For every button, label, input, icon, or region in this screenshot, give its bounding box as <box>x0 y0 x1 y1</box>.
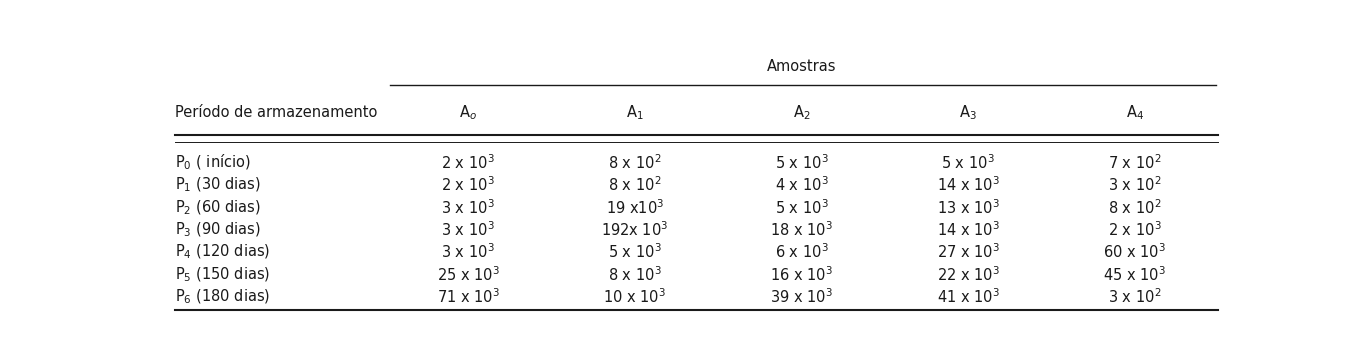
Text: 27 x 10$^3$: 27 x 10$^3$ <box>937 243 999 261</box>
Text: 3 x 10$^3$: 3 x 10$^3$ <box>442 243 495 261</box>
Text: P$_1$ (30 dias): P$_1$ (30 dias) <box>175 176 260 194</box>
Text: P$_4$ (120 dias): P$_4$ (120 dias) <box>175 243 270 261</box>
Text: P$_6$ (180 dias): P$_6$ (180 dias) <box>175 288 270 306</box>
Text: 22 x 10$^3$: 22 x 10$^3$ <box>937 265 999 284</box>
Text: 41 x 10$^3$: 41 x 10$^3$ <box>937 288 999 306</box>
Text: 16 x 10$^3$: 16 x 10$^3$ <box>770 265 833 284</box>
Text: 2 x 10$^3$: 2 x 10$^3$ <box>442 176 495 194</box>
Text: 8 x 10$^2$: 8 x 10$^2$ <box>1108 198 1162 217</box>
Text: A$_3$: A$_3$ <box>960 104 978 122</box>
Text: A$_2$: A$_2$ <box>793 104 811 122</box>
Text: 45 x 10$^3$: 45 x 10$^3$ <box>1104 265 1166 284</box>
Text: Período de armazenamento: Período de armazenamento <box>175 105 377 120</box>
Text: 14 x 10$^3$: 14 x 10$^3$ <box>937 176 999 194</box>
Text: 3 x 10$^2$: 3 x 10$^2$ <box>1108 176 1162 194</box>
Text: 2 x 10$^3$: 2 x 10$^3$ <box>442 153 495 172</box>
Text: 4 x 10$^3$: 4 x 10$^3$ <box>774 176 829 194</box>
Text: 13 x 10$^3$: 13 x 10$^3$ <box>937 198 999 217</box>
Text: 8 x 10$^2$: 8 x 10$^2$ <box>609 153 662 172</box>
Text: 3 x 10$^3$: 3 x 10$^3$ <box>442 198 495 217</box>
Text: 192x 10$^3$: 192x 10$^3$ <box>601 220 669 239</box>
Text: 19 x10$^3$: 19 x10$^3$ <box>606 198 664 217</box>
Text: 3 x 10$^2$: 3 x 10$^2$ <box>1108 288 1162 306</box>
Text: 8 x 10$^3$: 8 x 10$^3$ <box>607 265 662 284</box>
Text: 5 x 10$^3$: 5 x 10$^3$ <box>607 243 662 261</box>
Text: P$_2$ (60 dias): P$_2$ (60 dias) <box>175 198 260 217</box>
Text: 71 x 10$^3$: 71 x 10$^3$ <box>437 288 500 306</box>
Text: 5 x 10$^3$: 5 x 10$^3$ <box>941 153 995 172</box>
Text: 5 x 10$^3$: 5 x 10$^3$ <box>774 153 829 172</box>
Text: 25 x 10$^3$: 25 x 10$^3$ <box>437 265 500 284</box>
Text: 60 x 10$^3$: 60 x 10$^3$ <box>1104 243 1166 261</box>
Text: A$_4$: A$_4$ <box>1125 104 1144 122</box>
Text: Amostras: Amostras <box>767 59 837 74</box>
Text: 18 x 10$^3$: 18 x 10$^3$ <box>770 220 833 239</box>
Text: 2 x 10$^3$: 2 x 10$^3$ <box>1108 220 1162 239</box>
Text: P$_0$ ( início): P$_0$ ( início) <box>175 153 251 172</box>
Text: 3 x 10$^3$: 3 x 10$^3$ <box>442 220 495 239</box>
Text: P$_5$ (150 dias): P$_5$ (150 dias) <box>175 265 270 284</box>
Text: 8 x 10$^2$: 8 x 10$^2$ <box>609 176 662 194</box>
Text: 14 x 10$^3$: 14 x 10$^3$ <box>937 220 999 239</box>
Text: 6 x 10$^3$: 6 x 10$^3$ <box>774 243 829 261</box>
Text: 10 x 10$^3$: 10 x 10$^3$ <box>603 288 666 306</box>
Text: 39 x 10$^3$: 39 x 10$^3$ <box>770 288 833 306</box>
Text: P$_3$ (90 dias): P$_3$ (90 dias) <box>175 221 260 239</box>
Text: A$_1$: A$_1$ <box>626 104 644 122</box>
Text: 5 x 10$^3$: 5 x 10$^3$ <box>774 198 829 217</box>
Text: A$_o$: A$_o$ <box>460 104 477 122</box>
Text: 7 x 10$^2$: 7 x 10$^2$ <box>1108 153 1162 172</box>
